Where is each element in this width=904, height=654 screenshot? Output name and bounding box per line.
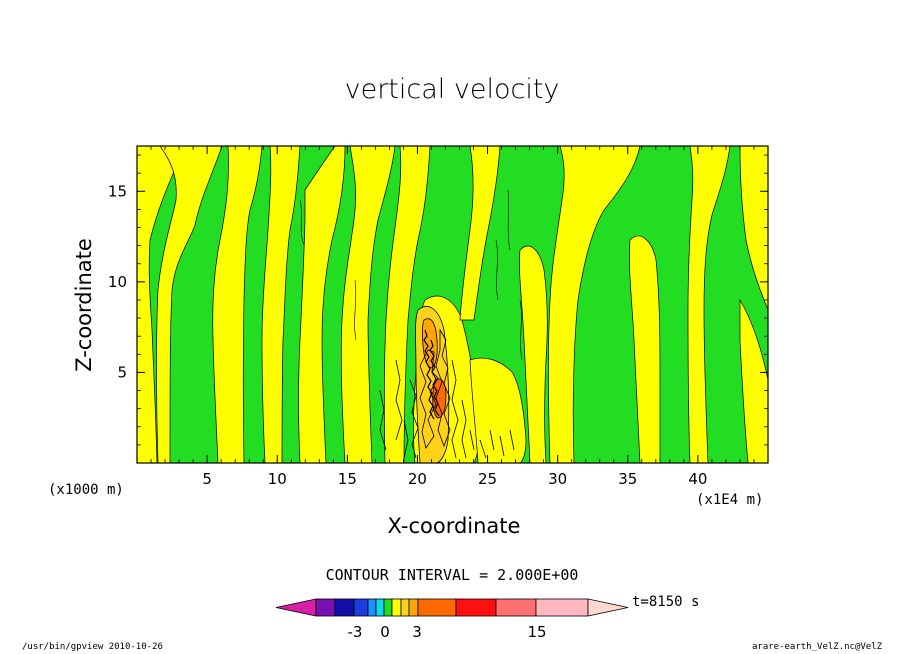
- y-tick-label: 15: [108, 182, 127, 200]
- time-label: t=8150 s: [632, 594, 700, 610]
- colorbar-tick-label: 0: [380, 623, 390, 641]
- chart-title: vertical velocity: [344, 74, 560, 105]
- colorbar-segment: [353, 598, 369, 617]
- plot-area: [137, 146, 768, 463]
- colorbar-segment: [455, 598, 497, 617]
- x-tick-label: 5: [202, 470, 212, 488]
- x-tick-label: 40: [688, 470, 707, 488]
- y-axis-label: Z-coordinate: [72, 238, 96, 372]
- colorbar-tick-label: 3: [412, 623, 422, 641]
- y-tick-label: 5: [117, 363, 127, 381]
- colorbar-tick-label: 15: [527, 623, 546, 641]
- y-tick-label: 10: [108, 273, 127, 291]
- x-axis-factor-label: (x1000 m): [48, 482, 124, 498]
- x-axis: 5 10 15 20 25 30 35 40: [150, 146, 755, 488]
- colorbar-segment: [383, 598, 393, 617]
- colorbar-upper-extend: [587, 598, 629, 617]
- colorbar-segment: [391, 598, 402, 617]
- x-axis-label: X-coordinate: [387, 514, 521, 538]
- colorbar-segment: [417, 598, 457, 617]
- contour-lines: [299, 189, 523, 361]
- y-axis: 5 10 15: [108, 154, 768, 446]
- colorbar-segment: [495, 598, 537, 617]
- x-axis-unit-label: (x1E4 m): [696, 492, 764, 508]
- x-tick-label: 20: [408, 470, 427, 488]
- footer-program-date: /usr/bin/gpview 2010-10-26: [22, 642, 163, 652]
- x-tick-label: 25: [478, 470, 497, 488]
- colorbar-segment: [334, 598, 355, 617]
- colorbar-lower-extend: [275, 598, 317, 617]
- colorbar-segment: [367, 598, 377, 617]
- x-tick-label: 15: [338, 470, 357, 488]
- colorbar-segment: [400, 598, 410, 617]
- velocity-contours-weak-positive: [137, 146, 768, 463]
- colorbar-segment: [408, 598, 419, 617]
- velocity-contours-core: [379, 305, 515, 463]
- colorbar-segment: [535, 598, 589, 617]
- plot-frame: [136, 145, 769, 464]
- x-tick-label: 30: [548, 470, 567, 488]
- x-tick-label: 10: [268, 470, 287, 488]
- contour-interval-label: CONTOUR INTERVAL = 2.000E+00: [325, 566, 579, 584]
- colorbar: -3 0 3 15: [275, 598, 629, 641]
- colorbar-segment: [375, 598, 385, 617]
- x-tick-label: 35: [618, 470, 637, 488]
- colorbar-segment: [315, 598, 336, 617]
- footer-data-source: arare-earth_VelZ.nc@VelZ: [752, 642, 883, 652]
- colorbar-tick-label: -3: [348, 623, 363, 641]
